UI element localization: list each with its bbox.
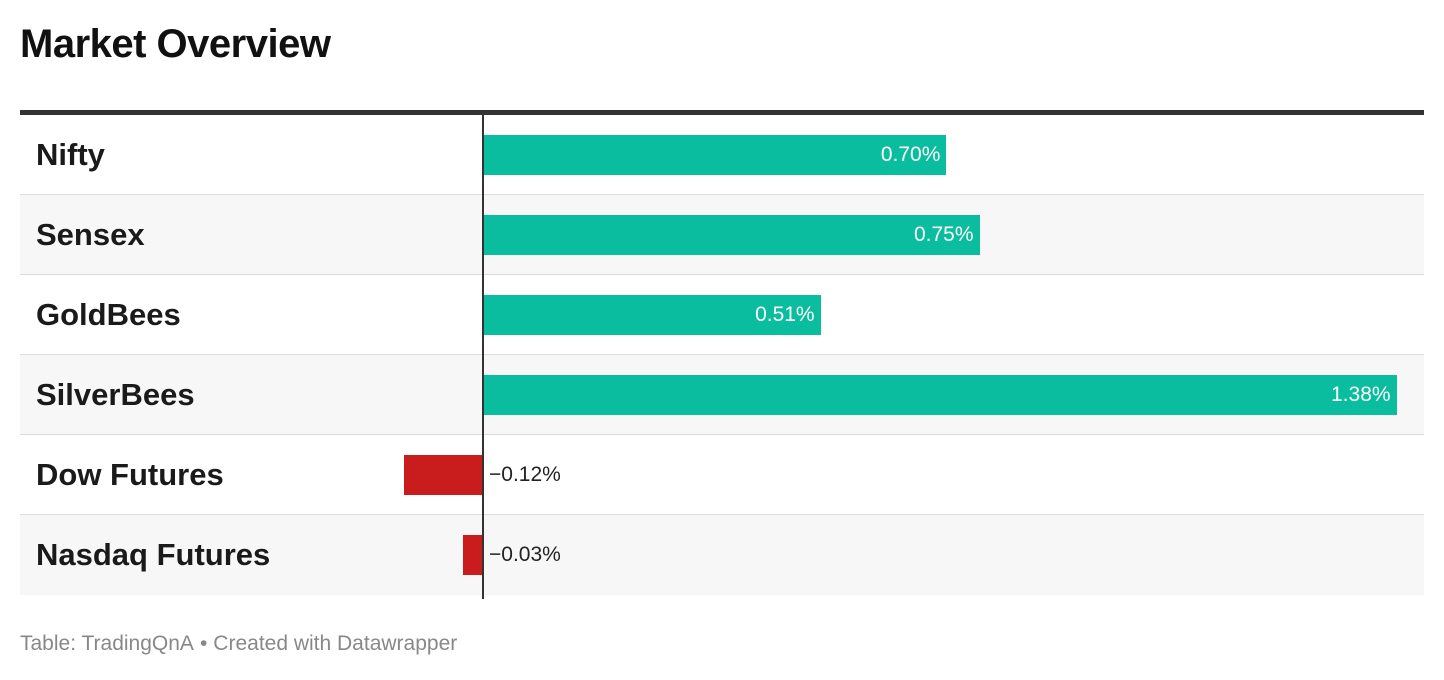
- positive-bar: [483, 215, 980, 255]
- row-label: Nifty: [36, 137, 105, 172]
- bar-value-label: −0.03%: [489, 543, 561, 566]
- table-row: GoldBees 0.51%: [20, 275, 1424, 355]
- table-row: Nifty 0.70%: [20, 115, 1424, 195]
- chart-title: Market Overview: [20, 22, 331, 66]
- bar-value-label: −0.12%: [489, 463, 561, 486]
- bar-value-label: 1.38%: [1331, 383, 1391, 406]
- table-row: Dow Futures −0.12%: [20, 435, 1424, 515]
- bar-value-label: 0.75%: [913, 223, 974, 246]
- positive-bar: [483, 295, 821, 335]
- footer-source: Table: TradingQnA: [20, 632, 194, 655]
- negative-bar: [463, 535, 483, 575]
- table-row: Nasdaq Futures −0.03%: [20, 515, 1424, 595]
- positive-bar: [483, 135, 947, 175]
- table-row: SilverBees 1.38%: [20, 355, 1424, 435]
- row-label: Sensex: [36, 217, 145, 252]
- chart-footer: Table: TradingQnA • Created with Datawrapp…: [20, 632, 457, 656]
- positive-bar: [483, 375, 1397, 415]
- negative-bar: [403, 455, 483, 495]
- footer-credit: Created with Datawrapper: [213, 632, 458, 655]
- zero-axis-line: [482, 115, 484, 599]
- bar-table: Nifty 0.70% Sensex 0.75% GoldBees 0.51% Silver…: [20, 110, 1424, 599]
- footer-separator: •: [199, 632, 208, 655]
- row-label: Nasdaq Futures: [36, 537, 271, 572]
- row-label: SilverBees: [36, 377, 195, 412]
- row-label: GoldBees: [36, 297, 181, 332]
- bar-value-label: 0.70%: [880, 143, 941, 166]
- bar-value-label: 0.51%: [755, 303, 815, 326]
- table-row: Sensex 0.75%: [20, 195, 1424, 275]
- row-label: Dow Futures: [36, 457, 224, 492]
